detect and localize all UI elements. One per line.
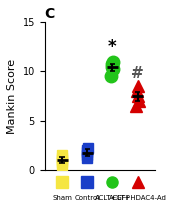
Text: Control: Control bbox=[75, 195, 100, 201]
Y-axis label: Mankin Score: Mankin Score bbox=[7, 59, 17, 134]
Text: *: * bbox=[108, 38, 117, 56]
Text: #: # bbox=[131, 66, 144, 81]
Text: ACLT+HDAC4-Ad: ACLT+HDAC4-Ad bbox=[109, 195, 166, 201]
Text: ACLT+GFP: ACLT+GFP bbox=[95, 195, 130, 201]
Text: Sham: Sham bbox=[52, 195, 72, 201]
Text: C: C bbox=[45, 7, 55, 21]
